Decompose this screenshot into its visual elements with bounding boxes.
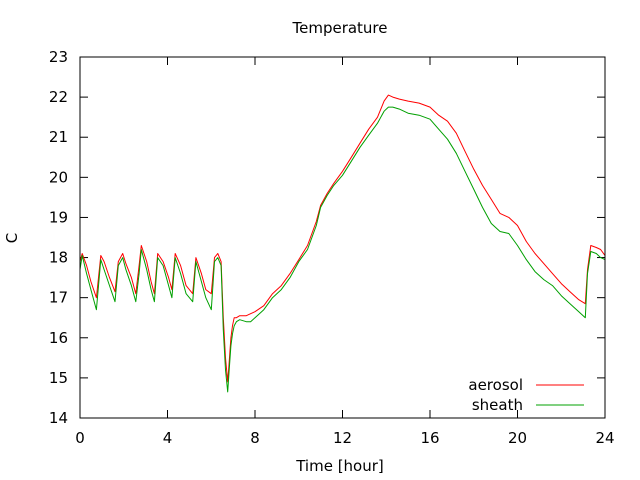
x-tick-label: 16 [420,429,439,447]
x-tick-label: 24 [595,429,614,447]
y-tick-label: 15 [49,369,68,387]
y-tick-label: 23 [49,48,68,66]
x-tick-label: 0 [75,429,85,447]
y-tick-label: 20 [49,168,68,186]
y-tick-label: 22 [49,88,68,106]
plot-frame [79,56,606,419]
x-tick-label: 20 [508,429,527,447]
y-axis-label: C [3,233,21,243]
y-tick-label: 19 [49,208,68,226]
plot-series [79,94,606,393]
y-tick-label: 14 [49,409,68,427]
legend-label-aerosol: aerosol [468,376,523,394]
x-tick-label: 12 [333,429,352,447]
legend: aerosol sheath [468,376,584,414]
series-line-sheath [79,106,606,393]
x-axis-label: Time [hour] [295,457,384,475]
y-tick-label: 18 [49,249,68,267]
legend-label-sheath: sheath [472,396,523,414]
y-tick-label: 16 [49,329,68,347]
y-tick-label: 21 [49,128,68,146]
series-line-aerosol [79,94,606,383]
axis-ticks: 14 15 16 17 18 19 20 21 22 23 0 4 8 12 16 20 24 [49,48,615,447]
y-tick-label: 17 [49,289,68,307]
x-tick-label: 8 [250,429,260,447]
x-tick-label: 4 [163,429,173,447]
chart-title: Temperature [291,19,387,37]
